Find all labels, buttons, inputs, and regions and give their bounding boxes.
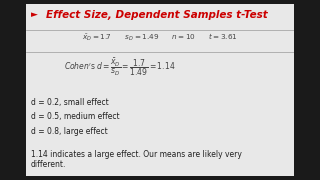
Text: ►: ►	[31, 10, 38, 19]
FancyBboxPatch shape	[26, 4, 294, 176]
Text: Effect Size, Dependent Samples t-Test: Effect Size, Dependent Samples t-Test	[46, 10, 268, 20]
Text: $Cohen\mathrm{'s}\; d = \dfrac{\bar{x}_D}{s_D} = \dfrac{1.7}{1.49} = 1.14$: $Cohen\mathrm{'s}\; d = \dfrac{\bar{x}_D…	[64, 56, 175, 78]
Text: d = 0.8, large effect: d = 0.8, large effect	[31, 127, 108, 136]
Text: 1.14 indicates a large effect. Our means are likely very
different.: 1.14 indicates a large effect. Our means…	[31, 150, 242, 169]
Text: d = 0.5, medium effect: d = 0.5, medium effect	[31, 112, 120, 122]
Text: d = 0.2, small effect: d = 0.2, small effect	[31, 98, 109, 107]
Text: $\bar{x}_D = 1.7 \quad\quad s_D = 1.49 \quad\quad n = 10 \quad\quad t = 3.61$: $\bar{x}_D = 1.7 \quad\quad s_D = 1.49 \…	[82, 32, 238, 43]
